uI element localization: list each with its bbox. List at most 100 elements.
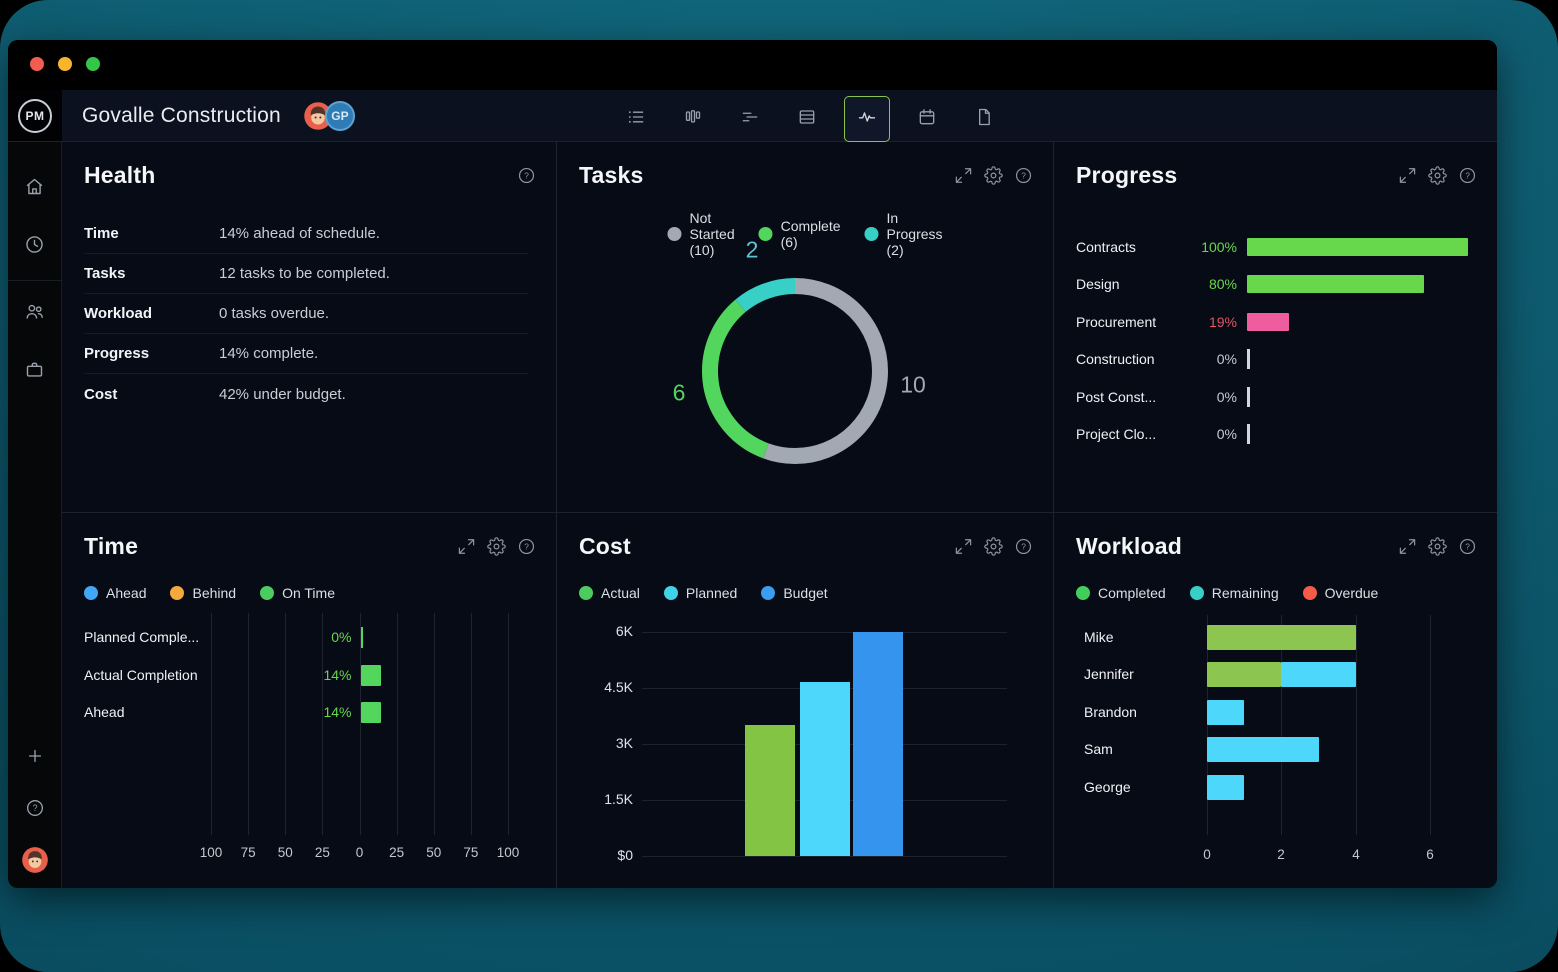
settings-button[interactable]	[1428, 536, 1447, 561]
gridline	[285, 613, 287, 835]
settings-button[interactable]	[487, 536, 506, 561]
health-row-label: Progress	[84, 345, 150, 362]
time-row-pct: 0%	[331, 629, 352, 645]
gridline	[1356, 615, 1357, 835]
nav-team[interactable]	[8, 285, 62, 343]
legend-item[interactable]: Behind	[170, 585, 236, 601]
app-window: PM Govalle Construction GP ? Health ? Ti…	[8, 40, 1497, 888]
expand-button[interactable]	[457, 538, 476, 558]
gridline	[248, 613, 250, 835]
settings-button[interactable]	[1428, 165, 1447, 187]
pm-logo[interactable]: PM	[18, 98, 52, 133]
legend-item[interactable]: Overdue	[1302, 585, 1379, 601]
progress-row-pct: 0%	[1216, 426, 1237, 443]
progress-row-label: Procurement	[1076, 313, 1157, 330]
x-axis-tick: 6	[1426, 847, 1434, 862]
y-axis-tick: 3K	[615, 735, 633, 751]
legend-item[interactable]: In Progress (2)	[864, 210, 943, 258]
member-avatar[interactable]	[303, 101, 333, 131]
gantt-view-button[interactable]	[730, 99, 770, 139]
clock-icon	[24, 234, 45, 260]
sidebar: ?	[8, 142, 62, 888]
settings-button[interactable]	[984, 536, 1003, 558]
health-panel: Health ? Time 14% ahead of schedule. Tasks…	[62, 142, 557, 513]
help-button[interactable]: ?	[1458, 537, 1477, 561]
y-axis-tick: 6K	[615, 623, 633, 639]
help-button[interactable]: ?	[1014, 167, 1033, 187]
donut-value-label: 6	[672, 379, 686, 406]
home-icon	[24, 176, 45, 202]
legend-item[interactable]: Completed	[1076, 585, 1166, 601]
help-button[interactable]: ?	[1014, 538, 1033, 558]
tasks-donut-chart	[700, 276, 890, 466]
add-button[interactable]	[8, 732, 62, 784]
legend-item[interactable]: Planned	[663, 585, 737, 601]
progress-row-label: Design	[1076, 276, 1120, 293]
zero-tick	[360, 627, 363, 648]
help-button[interactable]: ?	[1458, 167, 1477, 187]
legend-item[interactable]: On Time	[260, 585, 335, 601]
member-avatar-gp[interactable]: GP	[324, 100, 355, 131]
legend-label: Budget	[783, 585, 828, 601]
panel-title: Tasks	[579, 162, 644, 188]
legend-item[interactable]: Not Started (10)	[667, 210, 735, 258]
gear-icon	[1428, 536, 1447, 561]
legend-label: Remaining	[1211, 585, 1279, 601]
legend-item[interactable]: Actual	[579, 585, 640, 601]
titlebar	[8, 40, 1497, 90]
legend-dot	[663, 586, 678, 600]
gear-icon	[487, 536, 506, 561]
board-icon	[683, 107, 703, 132]
settings-button[interactable]	[984, 165, 1003, 187]
legend-item[interactable]: Budget	[761, 585, 828, 601]
workload-row-label: Sam	[1084, 741, 1113, 757]
progress-row-pct: 100%	[1201, 238, 1237, 255]
progress-row-pct: 80%	[1208, 276, 1237, 293]
legend-dot	[1076, 586, 1090, 600]
expand-button[interactable]	[1398, 167, 1417, 187]
panel-actions: ?	[1398, 165, 1477, 187]
minimize-button[interactable]	[58, 57, 72, 71]
gridline	[1281, 615, 1282, 835]
legend-item[interactable]: Remaining	[1189, 585, 1279, 601]
app-header: PM Govalle Construction GP	[8, 90, 1497, 142]
panel-title: Time	[84, 533, 139, 559]
expand-button[interactable]	[1398, 538, 1417, 558]
help-icon: ?	[1458, 537, 1477, 561]
expand-button[interactable]	[954, 538, 973, 558]
nav-recent[interactable]	[8, 218, 62, 276]
expand-button[interactable]	[954, 167, 973, 187]
legend-item[interactable]: Complete (6)	[758, 218, 841, 250]
legend-item[interactable]: Ahead	[84, 585, 146, 601]
x-axis-tick: 0	[1203, 847, 1211, 862]
health-row: Time 14% ahead of schedule.	[84, 214, 528, 254]
close-button[interactable]	[30, 57, 44, 71]
nav-home[interactable]	[8, 160, 62, 218]
legend-dot	[170, 586, 185, 600]
y-axis-tick: $0	[617, 847, 633, 863]
gridline	[433, 613, 435, 835]
calendar-icon	[917, 107, 937, 132]
workload-bar-completed	[1207, 625, 1356, 650]
user-avatar[interactable]	[8, 836, 62, 888]
help-button[interactable]: ?	[8, 784, 62, 836]
time-row-pct: 14%	[323, 704, 352, 720]
y-axis-tick: 1.5K	[604, 791, 633, 807]
board-view-button[interactable]	[673, 99, 713, 139]
health-row-value: 42% under budget.	[219, 385, 346, 403]
gantt-icon	[740, 107, 760, 132]
legend-label: Overdue	[1324, 585, 1379, 601]
docs-view-button[interactable]	[964, 99, 1004, 139]
help-icon: ?	[517, 166, 536, 190]
panel-actions: ?	[457, 536, 536, 561]
dashboard-view-button[interactable]	[844, 96, 890, 142]
zoom-button[interactable]	[86, 57, 100, 71]
help-button[interactable]: ?	[517, 166, 536, 190]
time-bar	[360, 665, 382, 686]
nav-portfolio[interactable]	[8, 343, 62, 401]
list-view-button[interactable]	[616, 99, 656, 139]
help-button[interactable]: ?	[517, 538, 536, 558]
zero-tick	[1247, 424, 1250, 445]
sheet-view-button[interactable]	[787, 99, 827, 139]
calendar-view-button[interactable]	[907, 99, 947, 139]
